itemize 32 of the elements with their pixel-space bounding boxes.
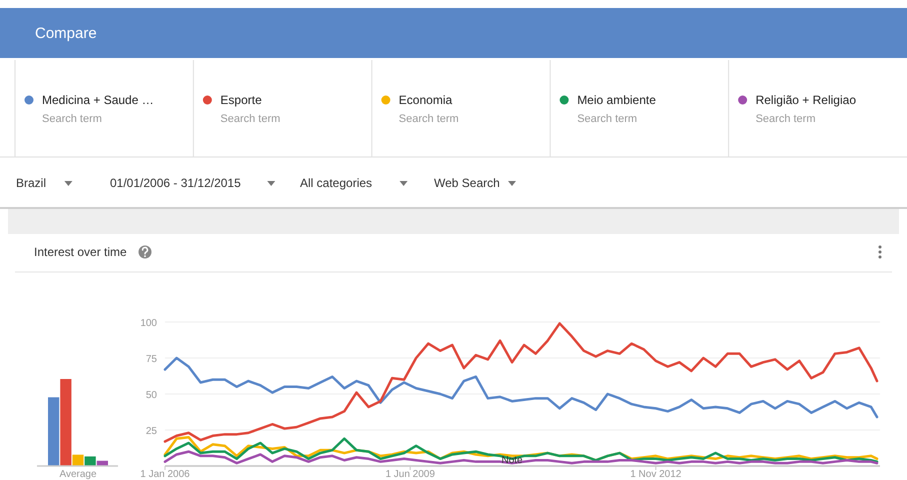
text: Web Search bbox=[434, 176, 500, 190]
y-tick-label: 50 bbox=[146, 390, 158, 401]
y-tick-label: 100 bbox=[140, 318, 158, 329]
text: Search term bbox=[220, 113, 280, 125]
legend-label: Medicina + Saude … bbox=[42, 93, 154, 107]
text: Brazil bbox=[16, 176, 46, 190]
text: All categories bbox=[300, 176, 372, 190]
annotation: Note bbox=[501, 454, 524, 466]
bar bbox=[60, 379, 72, 466]
x-tick-label: 1 Nov 2012 bbox=[630, 469, 682, 480]
x-tick-label: 1 Jan 2006 bbox=[140, 469, 190, 480]
legend-label: Economia bbox=[398, 93, 452, 107]
chart-title: Interest over time bbox=[34, 245, 128, 259]
text: Compare bbox=[35, 25, 97, 42]
y-tick-label: 75 bbox=[146, 354, 158, 365]
line-series bbox=[164, 322, 878, 443]
line-series bbox=[164, 450, 878, 464]
text: Search term bbox=[756, 113, 816, 125]
line-series bbox=[164, 356, 878, 418]
bar bbox=[84, 456, 96, 466]
y-tick-label: 25 bbox=[146, 426, 158, 437]
text: 01/01/2006 - 31/12/2015 bbox=[110, 176, 242, 190]
legend-label: Meio ambiente bbox=[577, 93, 656, 107]
x-axis-title: Average bbox=[59, 469, 97, 480]
text: Search term bbox=[577, 113, 638, 125]
legend-label: Religião + Religiao bbox=[756, 93, 856, 107]
legend-label: Esporte bbox=[220, 93, 262, 107]
text: Search term bbox=[398, 113, 459, 125]
bar bbox=[48, 397, 60, 466]
x-tick-label: 1 Jun 2009 bbox=[385, 469, 436, 480]
bar bbox=[72, 454, 84, 466]
text: Search term bbox=[42, 113, 102, 125]
